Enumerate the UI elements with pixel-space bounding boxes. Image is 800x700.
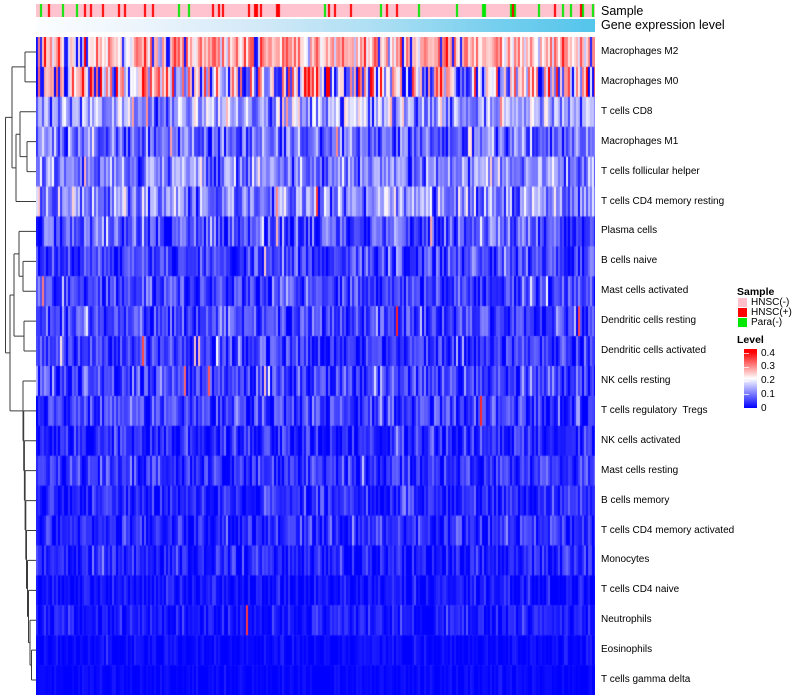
legend-item: HNSC(+) [738, 306, 792, 318]
level-tick-mark [744, 380, 749, 382]
row-label: NK cells activated [601, 434, 681, 446]
heatmap-body [36, 37, 595, 695]
row-label: T cells CD4 memory activated [601, 524, 735, 536]
row-label: Plasma cells [601, 225, 658, 237]
legend-sample-title: Sample [737, 286, 775, 298]
row-label: T cells follicular helper [601, 165, 700, 177]
row-label: B cells memory [601, 494, 670, 506]
legend-item: Para(-) [738, 316, 792, 328]
level-tick-label: 0 [761, 402, 767, 414]
level-tick-mark [744, 394, 749, 396]
row-label: Macrophages M1 [601, 135, 679, 147]
level-colorbar [744, 349, 757, 408]
row-label: Monocytes [601, 554, 650, 566]
row-label: Neutrophils [601, 614, 652, 626]
row-label: Dendritic cells activated [601, 345, 707, 357]
level-tick-mark [744, 353, 749, 355]
row-label: Mast cells resting [601, 464, 679, 476]
row-label: T cells CD4 memory resting [601, 195, 725, 207]
row-label: T cells CD4 naive [601, 584, 680, 596]
level-tick-label: 0.2 [761, 375, 775, 387]
legend-swatch [738, 307, 747, 317]
row-label: Macrophages M0 [601, 75, 679, 87]
expression-annotation-label: Gene expression level [601, 18, 725, 32]
legend-item: HNSC(-) [738, 296, 792, 308]
row-label: B cells naive [601, 255, 658, 267]
legend-item-label: HNSC(+) [751, 306, 792, 318]
level-tick-mark [744, 408, 749, 409]
legend-swatch [738, 317, 747, 327]
sample-annotation-bar [36, 4, 595, 17]
row-label: NK cells resting [601, 374, 671, 386]
legend-item-label: Para(-) [751, 316, 783, 328]
row-label: Dendritic cells resting [601, 315, 697, 327]
legend-sample-items: HNSC(-) HNSC(+) Para(-) [738, 296, 792, 328]
sample-annotation-label: Sample [601, 4, 644, 18]
legend-swatch [738, 297, 747, 307]
row-label: T cells gamma delta [601, 674, 691, 686]
legend-level-title: Level [737, 334, 764, 346]
row-label: Eosinophils [601, 644, 653, 656]
expression-level-gradient-bar [36, 19, 595, 32]
level-tick-label: 0.3 [761, 361, 775, 373]
row-label: Mast cells activated [601, 285, 689, 297]
row-label: T cells CD8 [601, 105, 653, 117]
legend-item-label: HNSC(-) [751, 296, 790, 308]
level-tick-mark [744, 366, 749, 368]
dendrogram-lines [5, 51, 36, 681]
level-tick-label: 0.1 [761, 388, 775, 400]
row-label: T cells regulatory Tregs [601, 404, 708, 416]
row-label: Macrophages M2 [601, 45, 679, 57]
level-tick-label: 0.4 [761, 347, 775, 359]
